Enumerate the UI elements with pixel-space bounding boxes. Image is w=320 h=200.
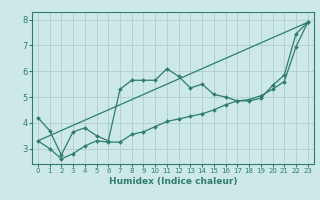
X-axis label: Humidex (Indice chaleur): Humidex (Indice chaleur) (108, 177, 237, 186)
